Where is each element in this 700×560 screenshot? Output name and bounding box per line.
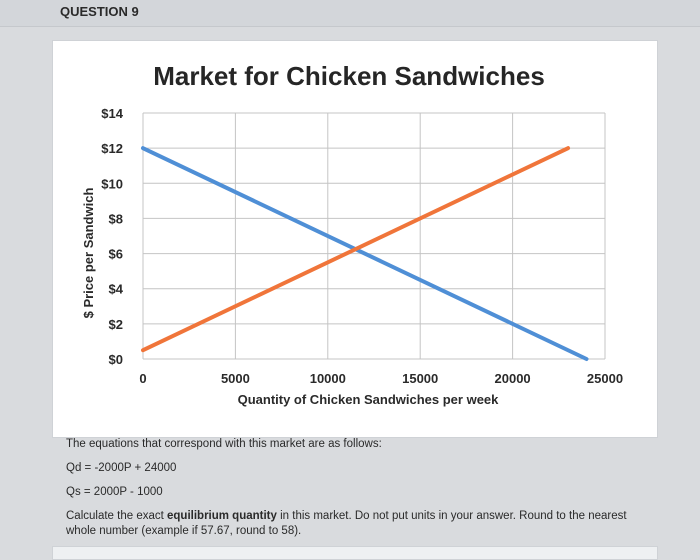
- chart-gridlines: [142, 112, 606, 360]
- chart: Market for Chicken Sandwiches $0 $2 $4 $6 $8…: [81, 61, 623, 407]
- y-tick-label: $4: [109, 282, 124, 297]
- prompt-bold: equilibrium quantity: [167, 510, 277, 522]
- x-tick-label: 10000: [310, 371, 346, 386]
- y-tick-label: $0: [109, 352, 123, 367]
- x-tick-label: 25000: [587, 371, 623, 386]
- x-tick-labels: 0 5000 10000 15000 20000 25000: [139, 371, 623, 386]
- y-tick-label: $6: [109, 247, 123, 262]
- y-tick-label: $10: [101, 176, 123, 191]
- question-header: QUESTION 9: [0, 0, 700, 27]
- question-prompt: Calculate the exact equilibrium quantity…: [66, 509, 646, 539]
- answer-input[interactable]: [52, 546, 658, 560]
- supply-equation: Qs = 2000P - 1000: [66, 486, 163, 498]
- x-tick-label: 0: [139, 371, 146, 386]
- chart-card: Market for Chicken Sandwiches $0 $2 $4 $6 $8…: [52, 40, 658, 438]
- x-tick-label: 15000: [402, 371, 438, 386]
- question-title: QUESTION 9: [60, 4, 139, 19]
- question-body: The equations that correspond with this …: [66, 437, 646, 539]
- y-tick-label: $2: [109, 317, 123, 332]
- x-axis-label: Quantity of Chicken Sandwiches per week: [238, 392, 500, 407]
- y-axis-label: $ Price per Sandwich: [81, 188, 96, 319]
- y-tick-label: $12: [101, 141, 123, 156]
- question-intro: The equations that correspond with this …: [66, 438, 382, 450]
- supply-line: [141, 146, 571, 353]
- chart-series: [141, 146, 589, 361]
- y-tick-label: $8: [109, 211, 123, 226]
- x-tick-label: 5000: [221, 371, 250, 386]
- chart-title: Market for Chicken Sandwiches: [153, 61, 545, 91]
- demand-equation: Qd = -2000P + 24000: [66, 462, 177, 474]
- demand-line: [141, 146, 589, 361]
- prompt-after: in this market. Do not put units in your…: [66, 510, 627, 537]
- prompt-before: Calculate the exact: [66, 510, 168, 522]
- x-tick-label: 20000: [495, 371, 531, 386]
- y-tick-label: $14: [101, 106, 123, 121]
- y-tick-labels: $0 $2 $4 $6 $8 $10 $12 $14: [101, 106, 123, 367]
